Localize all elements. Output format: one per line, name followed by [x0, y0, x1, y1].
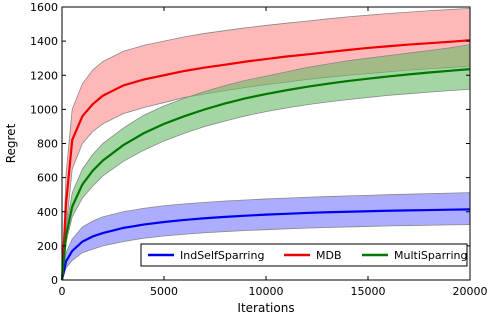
legend-label-0: IndSelfSparring: [180, 249, 264, 262]
legend-label-1: MDB: [316, 249, 342, 262]
y-axis-label: Regret: [4, 123, 18, 163]
y-tick-label-4: 800: [37, 138, 58, 151]
line-2: [60, 68, 471, 281]
y-tick-label-0: 0: [51, 274, 58, 287]
legend: IndSelfSparring MDB MultiSparring: [140, 243, 468, 267]
y-tick-label-2: 400: [37, 206, 58, 219]
y-tick-label-3: 600: [37, 172, 58, 185]
line-0: [60, 208, 471, 281]
x-tick-label-2: 10000: [249, 285, 284, 298]
x-tick-label-4: 20000: [453, 285, 488, 298]
x-axis-ticks: 0 5000 10000 15000 20000: [59, 7, 488, 298]
y-tick-label-7: 1400: [30, 35, 58, 48]
series-lines: [60, 39, 471, 281]
x-tick-label-3: 15000: [351, 285, 386, 298]
x-axis-label: Iterations: [237, 301, 294, 315]
x-tick-label-1: 5000: [150, 285, 178, 298]
y-tick-label-5: 1000: [30, 103, 58, 116]
y-tick-label-6: 1200: [30, 69, 58, 82]
y-tick-label-1: 200: [37, 240, 58, 253]
y-axis-ticks: 0 200 400 600 800 1000 1200 1400 1600: [30, 1, 470, 287]
legend-label-2: MultiSparring: [394, 249, 467, 262]
band-0: [61, 192, 471, 281]
line-1: [60, 39, 471, 281]
y-tick-label-8: 1600: [30, 1, 58, 14]
x-tick-label-0: 0: [59, 285, 66, 298]
